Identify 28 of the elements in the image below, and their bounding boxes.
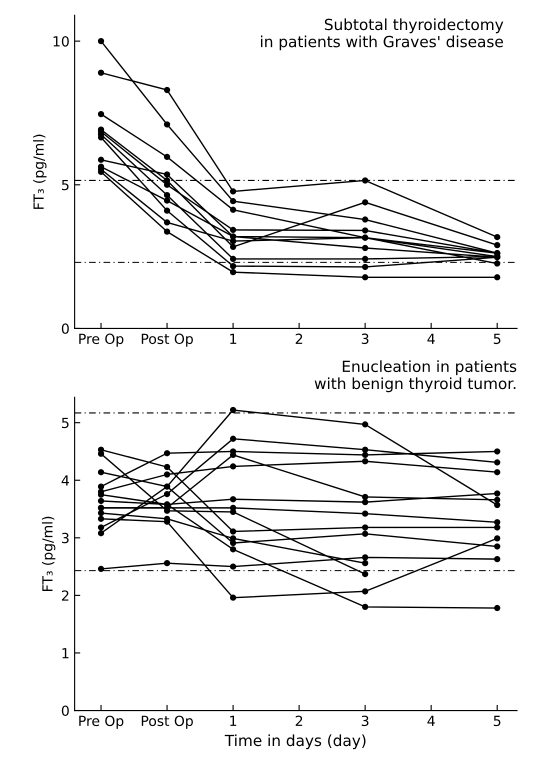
x-tick-label: Pre Op xyxy=(79,716,124,729)
x-tick-label: 3 xyxy=(362,334,368,344)
x-tick-label: Post Op xyxy=(142,716,193,729)
y-tick-label: 0 xyxy=(62,323,69,334)
x-axis-title: Time in days (day) xyxy=(224,734,366,750)
y-tick-label: 5 xyxy=(62,418,69,428)
y-tick-label: 3 xyxy=(62,532,69,544)
x-tick-label: Post Op xyxy=(142,334,193,347)
x-tick-label: Pre Op xyxy=(79,334,124,347)
x-tick-label: 2 xyxy=(296,716,302,726)
x-tick-label: 1 xyxy=(230,716,236,726)
text: Subtotal thyroidectomy in patients with Graves' disease xyxy=(260,18,504,50)
x-tick-label: 5 xyxy=(494,334,500,344)
y-tick-label: 5 xyxy=(62,180,69,190)
y-tick-label: 2 xyxy=(62,590,68,601)
y-tick-label: 10 xyxy=(54,36,69,47)
x-tick-label: 4 xyxy=(427,716,435,726)
x-tick-label: 4 xyxy=(427,334,435,344)
y-tick-label: 4 xyxy=(62,475,69,486)
y-axis-title: FT₃ (pg/ml) xyxy=(42,516,56,591)
x-tick-label: 1 xyxy=(230,334,236,344)
x-tick-label: 5 xyxy=(494,716,500,726)
y-axis-title: FT₃ (pg/ml) xyxy=(33,134,47,209)
x-tick-label: 2 xyxy=(296,334,302,344)
y-tick-label: 0 xyxy=(62,705,69,716)
y-tick-label: 1 xyxy=(62,648,68,658)
chart-title: Enucleation in patients with benign thyroid tumor. xyxy=(314,360,516,392)
x-tick-label: 3 xyxy=(362,716,368,726)
